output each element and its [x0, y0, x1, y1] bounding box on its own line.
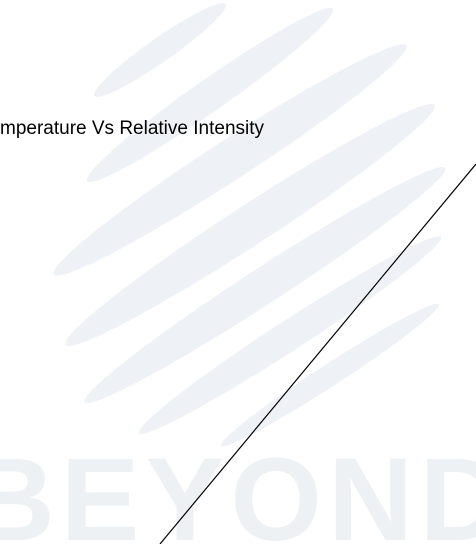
chart-title: mperature Vs Relative Intensity	[0, 118, 265, 139]
watermark-swirl	[53, 3, 446, 447]
watermark-text: BEYOND	[0, 434, 476, 544]
plot-line	[159, 163, 476, 544]
